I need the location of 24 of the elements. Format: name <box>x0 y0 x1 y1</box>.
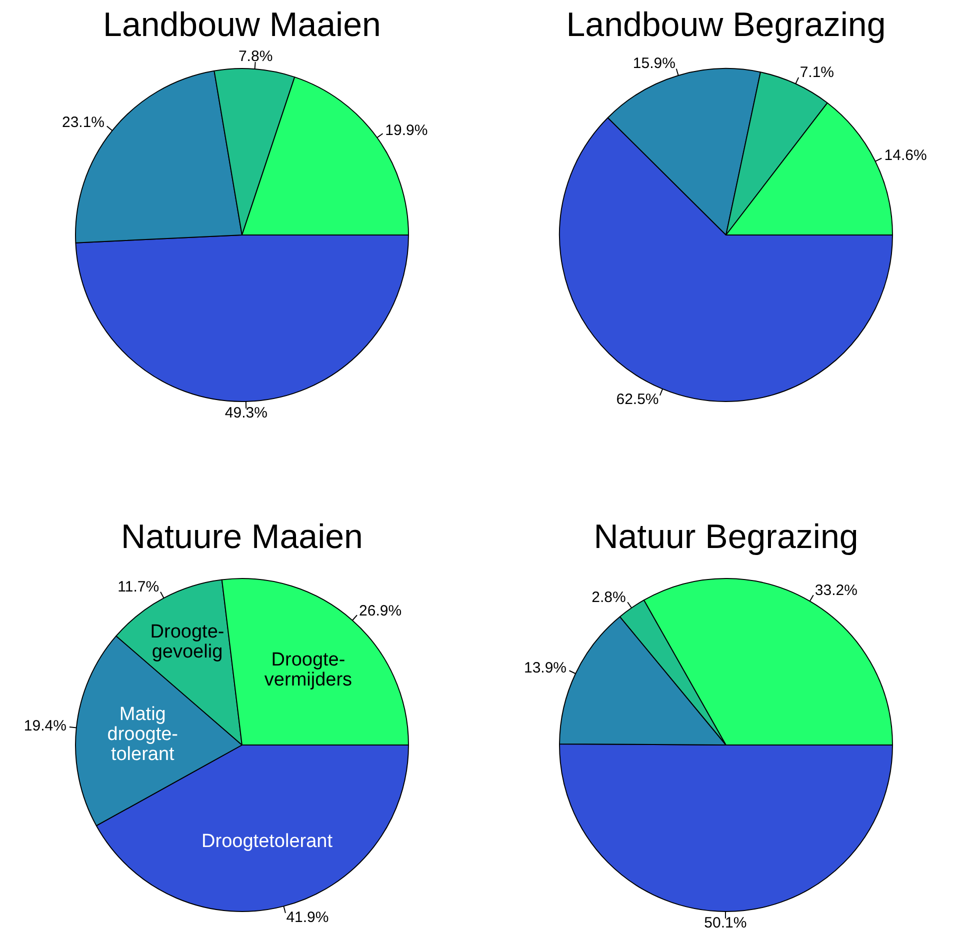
data-label: 14.6% <box>884 147 927 164</box>
data-label: 19.9% <box>385 122 428 139</box>
data-label: 13.9% <box>524 660 567 677</box>
data-label: 19.4% <box>24 718 66 735</box>
slice-label: Droogte- vermijders <box>264 649 352 690</box>
data-label: 7.8% <box>238 48 273 66</box>
data-label: 15.9% <box>632 55 676 72</box>
data-label: 26.9% <box>359 602 402 620</box>
data-label: 41.9% <box>286 908 329 926</box>
chart-title: Natuur Begrazing <box>592 518 860 557</box>
data-label: 11.7% <box>118 578 160 596</box>
data-label: 7.1% <box>800 64 834 82</box>
chart-title: Landbouw Maaien <box>102 6 382 45</box>
data-label: 49.3% <box>224 404 268 422</box>
slice-label: Droogtetolerant <box>202 830 334 852</box>
data-label: 33.2% <box>814 582 858 599</box>
data-label: 23.1% <box>62 114 105 132</box>
data-label: 50.1% <box>704 914 747 932</box>
slice-label: Droogte- gevoelig <box>150 621 224 662</box>
slice-label: Matig droogte- tolerant <box>107 704 178 765</box>
data-label: 62.5% <box>616 391 659 408</box>
chart-title: Natuure Maaien <box>120 518 364 557</box>
chart-title: Landbouw Begrazing <box>565 6 887 45</box>
data-label: 2.8% <box>592 589 626 606</box>
